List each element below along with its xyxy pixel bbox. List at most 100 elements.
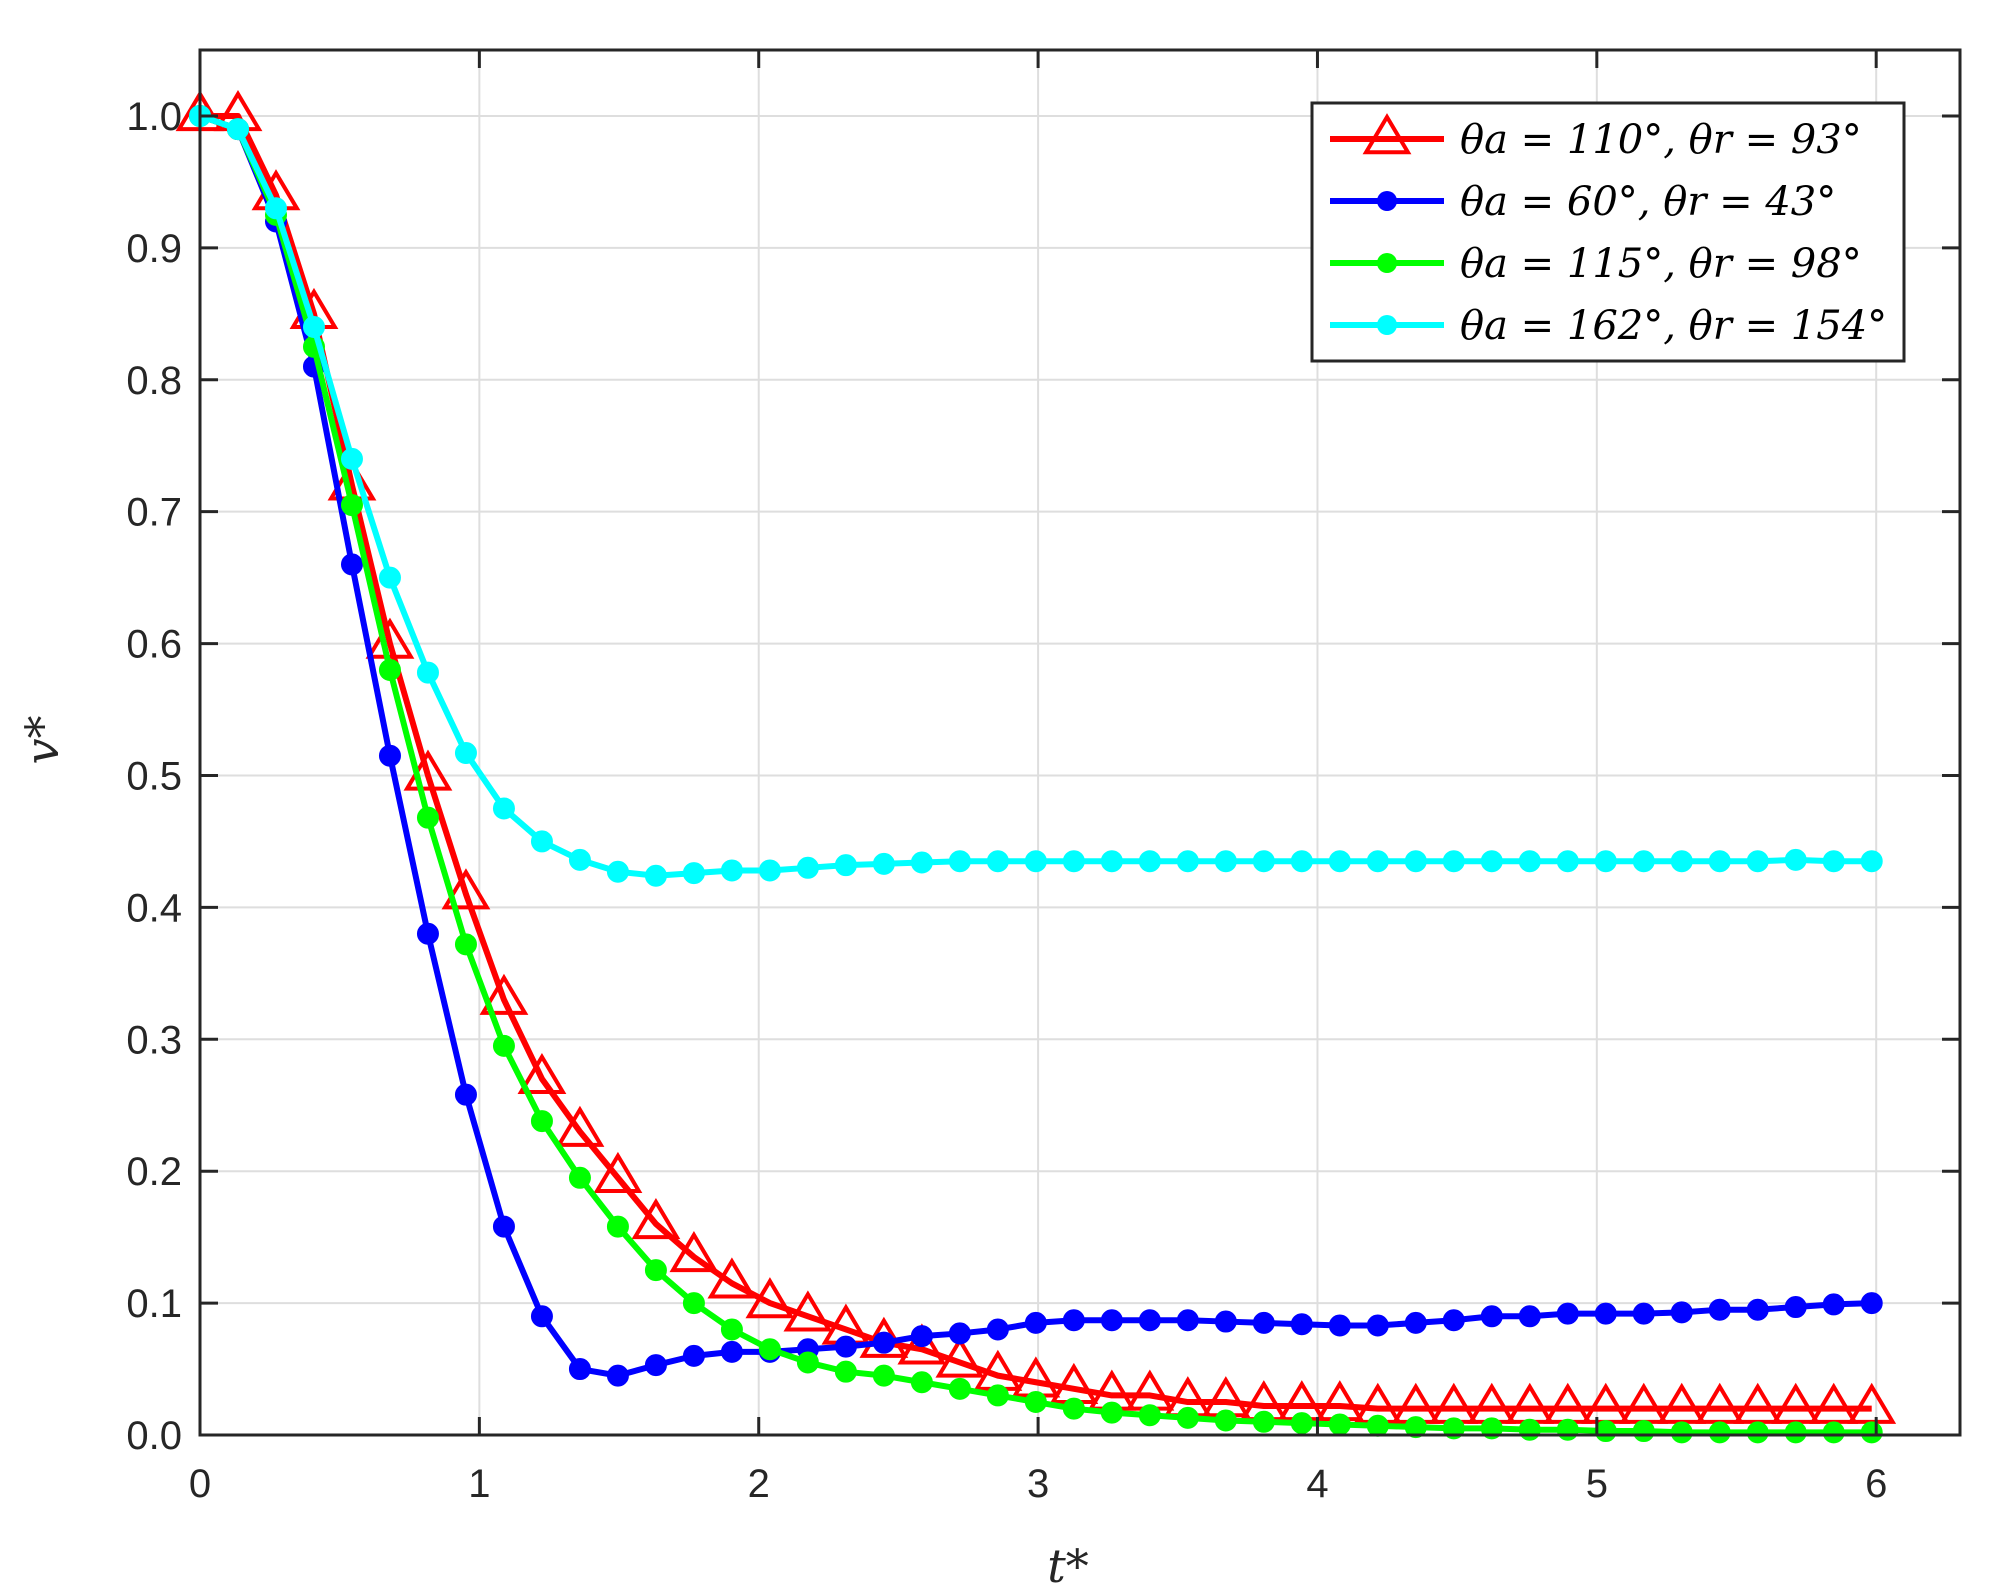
legend-label: θa = 110°, θr = 93° xyxy=(1460,117,1862,163)
data-point-marker xyxy=(1632,1302,1655,1325)
data-point-marker xyxy=(1594,850,1617,873)
data-point-marker xyxy=(631,1198,681,1240)
data-point-marker xyxy=(454,1083,477,1106)
data-point-marker xyxy=(1138,850,1161,873)
data-point-marker xyxy=(340,553,363,576)
data-point-marker xyxy=(340,447,363,470)
data-point-marker xyxy=(1252,850,1275,873)
data-point-marker xyxy=(530,830,553,853)
data-point-marker xyxy=(910,1325,933,1348)
x-axis-ticks: 0 1 2 3 4 5 6 xyxy=(189,50,1887,1506)
y-tick-label: 0.6 xyxy=(126,623,182,667)
legend: θa = 110°, θr = 93° θa = 60°, θr = 43° θa … xyxy=(1310,101,1906,363)
data-point-marker xyxy=(948,850,971,873)
data-point-marker xyxy=(1822,1421,1845,1444)
legend-entry: θa = 162°, θr = 154° xyxy=(1330,303,1887,349)
data-point-marker xyxy=(1328,1413,1351,1436)
data-point-marker xyxy=(872,1331,895,1354)
data-point-marker xyxy=(910,851,933,874)
data-point-marker xyxy=(1480,850,1503,873)
data-point-marker xyxy=(1100,1401,1123,1424)
data-point-marker xyxy=(986,850,1009,873)
data-point-marker xyxy=(834,854,857,877)
data-point-marker xyxy=(454,933,477,956)
data-point-marker xyxy=(416,806,439,829)
data-point-marker xyxy=(1708,1298,1731,1321)
x-tick-label: 5 xyxy=(1586,1462,1608,1506)
data-point-marker xyxy=(1518,1418,1541,1441)
data-point-marker xyxy=(1138,1404,1161,1427)
data-point-marker xyxy=(948,1377,971,1400)
y-tick-label: 0.7 xyxy=(126,491,182,535)
data-point-marker xyxy=(1746,1298,1769,1321)
x-tick-label: 0 xyxy=(189,1462,211,1506)
data-point-marker xyxy=(492,797,515,820)
data-point-marker xyxy=(226,118,249,141)
data-point-marker xyxy=(378,658,401,681)
x-axis-label: t* xyxy=(1047,1539,1089,1593)
data-point-marker xyxy=(555,1105,605,1147)
data-point-marker xyxy=(872,1364,895,1387)
data-point-marker xyxy=(454,742,477,765)
data-point-marker xyxy=(1366,1414,1389,1437)
data-point-marker xyxy=(720,1318,743,1341)
data-point-marker xyxy=(1404,1416,1427,1439)
data-point-marker xyxy=(593,1151,643,1193)
data-point-marker xyxy=(1024,1311,1047,1334)
legend-marker xyxy=(1362,113,1412,155)
data-point-marker xyxy=(644,1259,667,1282)
data-point-marker xyxy=(720,1340,743,1363)
y-tick-label: 0.1 xyxy=(126,1282,182,1326)
data-point-marker xyxy=(1442,850,1465,873)
y-tick-label: 0.4 xyxy=(126,886,182,930)
data-point-marker xyxy=(479,973,529,1015)
data-point-marker xyxy=(1252,1410,1275,1433)
data-point-marker xyxy=(1822,850,1845,873)
data-point-marker xyxy=(568,848,591,871)
data-point-marker xyxy=(1746,850,1769,873)
data-point-marker xyxy=(1860,1292,1883,1315)
data-point-marker xyxy=(606,1215,629,1238)
y-tick-label: 0.9 xyxy=(126,227,182,271)
x-tick-label: 3 xyxy=(1027,1462,1049,1506)
data-point-marker xyxy=(1822,1293,1845,1316)
data-point-marker xyxy=(1024,850,1047,873)
data-point-marker xyxy=(568,1166,591,1189)
x-tick-label: 4 xyxy=(1306,1462,1328,1506)
data-point-marker xyxy=(1366,850,1389,873)
y-tick-label: 0.2 xyxy=(126,1150,182,1194)
data-point-marker xyxy=(1062,1397,1085,1420)
data-point-marker xyxy=(1784,848,1807,871)
data-point-marker xyxy=(1746,1421,1769,1444)
data-point-marker xyxy=(1214,850,1237,873)
x-tick-label: 2 xyxy=(748,1462,770,1506)
data-point-marker xyxy=(1328,1314,1351,1337)
series-3 xyxy=(189,104,1883,887)
data-point-marker xyxy=(1518,1305,1541,1328)
legend-marker xyxy=(1377,191,1397,211)
data-point-marker xyxy=(1480,1305,1503,1328)
data-point-marker xyxy=(1556,850,1579,873)
x-tick-label: 6 xyxy=(1865,1462,1887,1506)
y-axis-label: v* xyxy=(15,716,69,765)
y-tick-label: 0.8 xyxy=(126,359,182,403)
data-point-marker xyxy=(644,1354,667,1377)
legend-label: θa = 162°, θr = 154° xyxy=(1460,303,1887,349)
data-point-marker xyxy=(897,1323,947,1365)
data-point-marker xyxy=(1860,1421,1883,1444)
data-point-marker xyxy=(834,1360,857,1383)
data-point-marker xyxy=(1290,1412,1313,1435)
data-point-marker xyxy=(1784,1296,1807,1319)
data-point-marker xyxy=(1632,850,1655,873)
data-point-marker xyxy=(783,1290,833,1332)
y-tick-label: 0.3 xyxy=(126,1018,182,1062)
data-point-marker xyxy=(530,1110,553,1133)
data-point-marker xyxy=(796,1351,819,1374)
y-tick-label: 0.5 xyxy=(126,754,182,798)
data-point-marker xyxy=(1176,850,1199,873)
data-point-marker xyxy=(1442,1309,1465,1332)
data-point-marker xyxy=(986,1318,1009,1341)
legend-entry: θa = 60°, θr = 43° xyxy=(1330,179,1836,225)
data-point-marker xyxy=(1404,850,1427,873)
